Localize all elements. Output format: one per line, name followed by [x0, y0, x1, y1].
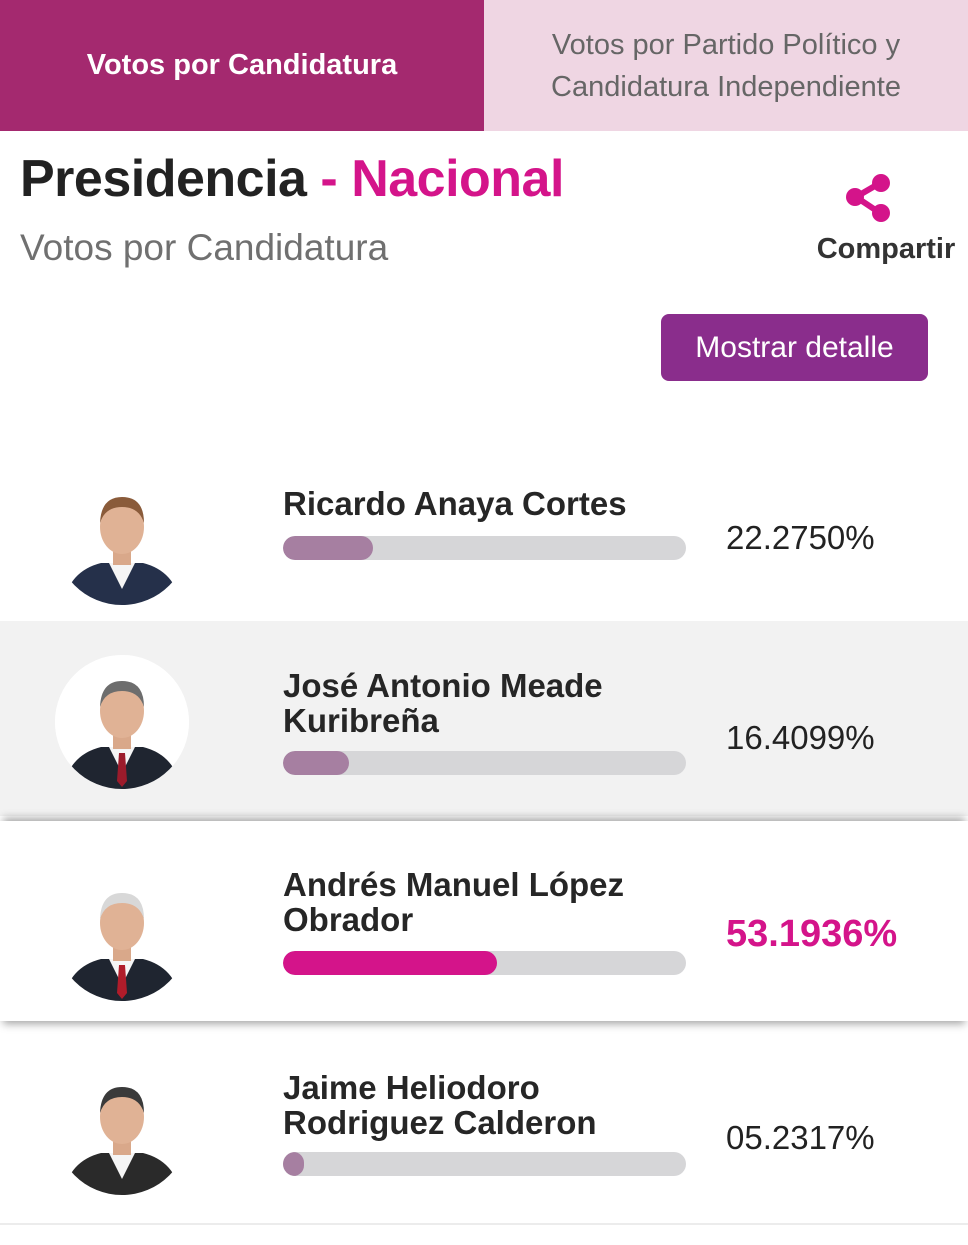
tab-label-line: Votos por Partido Político y	[551, 28, 901, 61]
vote-bar-fill	[283, 751, 349, 775]
vote-percentage: 53.1936%	[726, 913, 898, 955]
candidate-name: Andrés Manuel López Obrador	[283, 866, 625, 938]
vote-bar	[283, 951, 686, 975]
vote-bar	[283, 536, 686, 560]
results-header: Presidencia - Nacional Votos por Candida…	[0, 131, 968, 421]
vote-bar-fill	[283, 536, 373, 560]
vote-bar-fill	[283, 951, 497, 975]
share-button[interactable]: Compartir	[806, 173, 966, 266]
candidate-row[interactable]: José Antonio Meade Kuribreña 16.4099%	[0, 621, 968, 816]
candidate-name: Jaime Heliodoro Rodriguez Calderon	[283, 1069, 597, 1141]
tab-label-line: Candidatura Independiente	[551, 70, 901, 103]
page-subtitle: Votos por Candidatura	[20, 227, 389, 268]
title-office: Presidencia	[20, 150, 307, 208]
candidate-photo	[55, 471, 189, 605]
candidate-photo	[55, 867, 189, 1001]
candidate-name: José Antonio Meade Kuribreña	[283, 667, 603, 739]
list-divider	[0, 1223, 968, 1225]
tab-votos-por-candidatura[interactable]: Votos por Candidatura	[0, 0, 484, 131]
title-region: Nacional	[351, 150, 564, 208]
vote-percentage: 05.2317%	[726, 1119, 875, 1156]
candidate-row[interactable]: Ricardo Anaya Cortes 22.2750%	[0, 421, 968, 621]
tab-votos-por-partido[interactable]: Votos por Partido Político y Candidatura…	[484, 0, 968, 131]
share-icon	[846, 174, 890, 222]
candidate-photo	[55, 655, 189, 789]
vote-percentage: 16.4099%	[726, 719, 875, 756]
candidate-name: Ricardo Anaya Cortes	[283, 485, 627, 522]
vote-bar	[283, 751, 686, 775]
candidate-row[interactable]: Andrés Manuel López Obrador 53.1936%	[0, 821, 968, 1021]
share-label: Compartir	[816, 233, 956, 265]
vote-bar-fill	[283, 1152, 304, 1176]
tab-bar: Votos por Candidatura Votos por Partido …	[0, 0, 968, 131]
vote-bar	[283, 1152, 686, 1176]
show-detail-button[interactable]: Mostrar detalle	[661, 314, 928, 381]
page-title: Presidencia - Nacional	[20, 149, 564, 209]
candidate-photo	[55, 1061, 189, 1195]
vote-percentage: 22.2750%	[726, 519, 875, 556]
title-separator: -	[320, 150, 338, 208]
tab-label: Votos por Partido Político y Candidatura…	[551, 24, 901, 108]
candidate-row[interactable]: Jaime Heliodoro Rodriguez Calderon 05.231…	[0, 1025, 968, 1225]
